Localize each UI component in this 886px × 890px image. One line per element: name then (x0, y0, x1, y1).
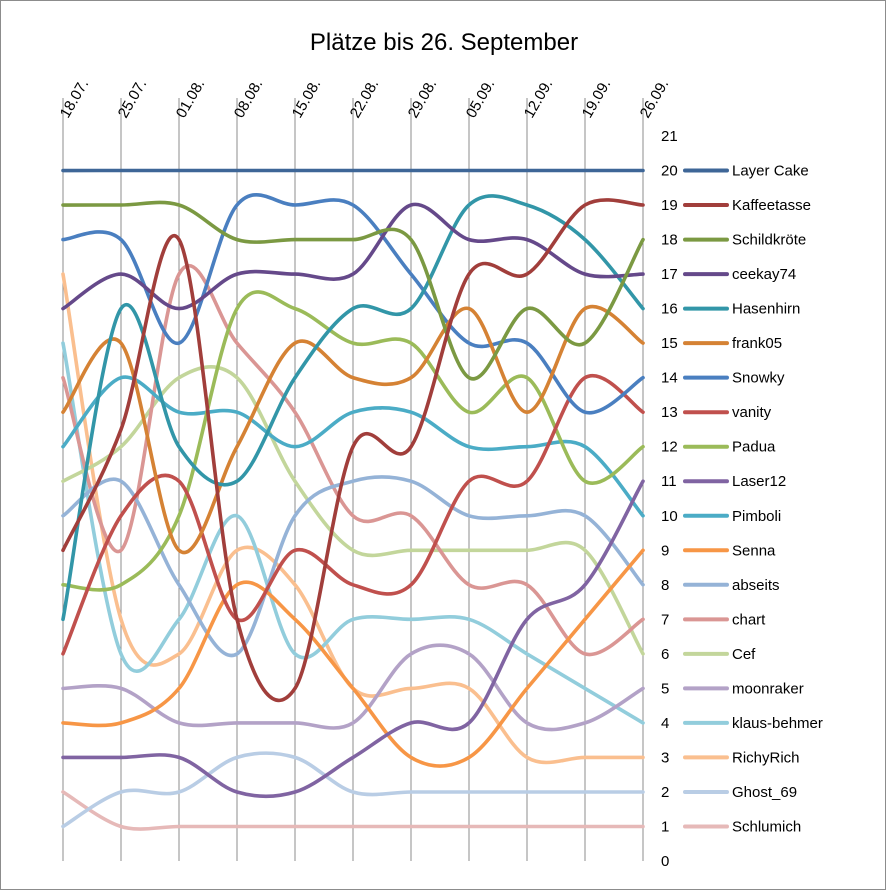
y-tick-label: 2 (661, 784, 669, 801)
legend-label-moonraker: moonraker (732, 680, 804, 697)
series-line-vanity (61, 373, 645, 656)
legend-label-frank05: frank05 (732, 335, 782, 352)
y-tick-label: 6 (661, 646, 669, 663)
legend-label-senna: Senna (732, 542, 776, 559)
series-line-ghost-69 (61, 751, 645, 829)
legend-label-schildkr-te: Schildkröte (732, 232, 806, 249)
y-tick-label: 19 (661, 197, 678, 214)
legend-label-vanity: vanity (732, 404, 772, 421)
series-line-pimboli (61, 375, 645, 518)
series-lines (61, 168, 645, 831)
legend-label-kaffeetasse: Kaffeetasse (732, 197, 811, 214)
legend-label-hasenhirn: Hasenhirn (732, 301, 800, 318)
legend: Layer Cake Kaffeetasse Schildkröte ceekay74… (683, 163, 823, 835)
x-tick-label: 19.09. (579, 76, 615, 121)
y-tick-label: 5 (661, 680, 669, 697)
y-tick-label: 11 (661, 473, 677, 490)
x-axis-labels: 18.07. 25.07. 01.08. 08.08. 15.08. 22.08. 29.0… (57, 76, 673, 121)
y-tick-label: 13 (661, 404, 678, 421)
legend-label-schlumich: Schlumich (732, 818, 801, 835)
series-line-senna (61, 548, 645, 768)
x-tick-label: 12.09. (521, 76, 557, 121)
legend-label-laser12: Laser12 (732, 473, 786, 490)
legend-label-ghost-69: Ghost_69 (732, 784, 797, 801)
series-line-frank05 (61, 304, 645, 555)
series-line-cef (61, 364, 645, 656)
y-tick-label: 0 (661, 853, 669, 870)
series-line-snowky (61, 192, 645, 415)
legend-label-layer-cake: Layer Cake (732, 163, 809, 180)
series-line-ceekay74 (61, 202, 645, 311)
legend-label-chart: chart (732, 611, 766, 628)
y-tick-label: 14 (661, 370, 678, 387)
x-tick-label: 15.08. (289, 76, 325, 121)
y-tick-label: 12 (661, 439, 678, 456)
series-line-schildkr-te (61, 200, 645, 381)
chart-title: Plätze bis 26. September (310, 29, 578, 56)
x-tick-label: 26.09. (637, 76, 673, 121)
x-tick-label: 22.08. (347, 76, 383, 121)
legend-label-ceekay74: ceekay74 (732, 266, 796, 283)
y-tick-label: 3 (661, 749, 669, 766)
series-line-schlumich (61, 790, 645, 831)
x-tick-label: 01.08. (173, 76, 209, 121)
series-line-padua (61, 290, 645, 592)
x-tick-label: 05.09. (463, 76, 499, 121)
series-line-hasenhirn (61, 194, 645, 622)
series-line-klaus-behmer (61, 341, 645, 725)
x-tick-label: 29.08. (405, 76, 441, 121)
x-tick-label: 18.07. (57, 76, 93, 121)
series-line-moonraker (61, 643, 645, 732)
x-tick-label: 08.08. (231, 76, 267, 121)
y-tick-label: 16 (661, 301, 678, 318)
legend-label-padua: Padua (732, 439, 776, 456)
y-tick-label: 10 (661, 508, 678, 525)
series-line-abseits (61, 475, 645, 658)
series-line-richyrich (61, 272, 645, 765)
y-tick-label: 8 (661, 577, 669, 594)
series-line-kaffeetasse (61, 198, 645, 703)
legend-label-cef: Cef (732, 646, 756, 663)
y-tick-label: 7 (661, 611, 669, 628)
y-tick-label: 9 (661, 542, 669, 559)
y-tick-label: 1 (661, 818, 669, 835)
legend-label-pimboli: Pimboli (732, 508, 781, 525)
legend-label-snowky: Snowky (732, 370, 785, 387)
y-tick-label: 20 (661, 163, 678, 180)
legend-label-abseits: abseits (732, 577, 780, 594)
y-tick-label: 15 (661, 335, 678, 352)
x-tick-label: 25.07. (115, 76, 151, 121)
y-tick-label: 18 (661, 232, 678, 249)
series-line-laser12 (61, 479, 645, 799)
y-tick-label: 17 (661, 266, 678, 283)
y-tick-label: 21 (661, 128, 678, 145)
y-tick-label: 4 (661, 715, 669, 732)
legend-label-klaus-behmer: klaus-behmer (732, 715, 823, 732)
legend-label-richyrich: RichyRich (732, 749, 800, 766)
